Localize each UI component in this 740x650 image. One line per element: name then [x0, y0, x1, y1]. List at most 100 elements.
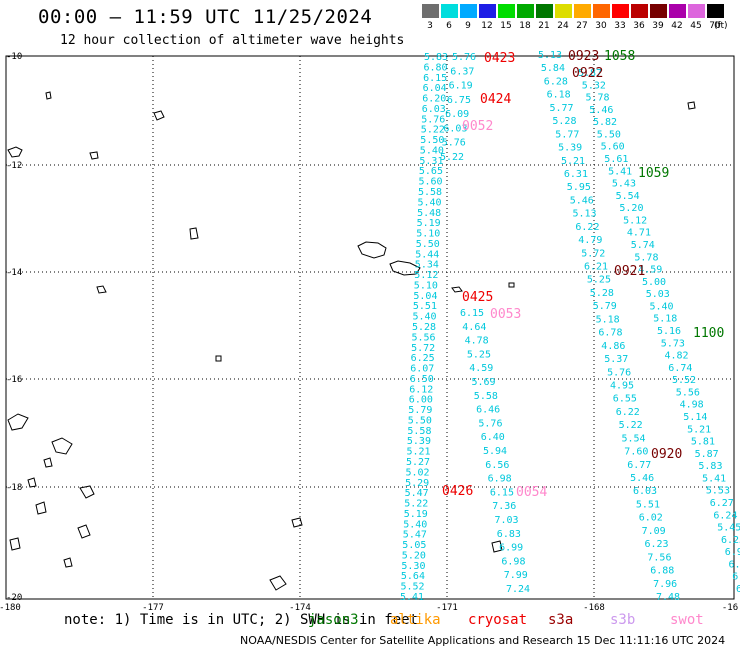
swh-value: 5.82 — [593, 117, 617, 128]
swh-value: 5.30 — [401, 561, 425, 572]
swh-value: 6.07 — [410, 364, 434, 375]
swh-value: 5.22 — [404, 499, 428, 510]
lat-label: -20 — [6, 593, 22, 603]
lat-label: -16 — [6, 375, 22, 385]
swh-value: 5.52 — [672, 375, 696, 386]
satellite-swot: swot — [670, 612, 704, 628]
swh-value: 4.95 — [610, 381, 634, 392]
legend-swatch — [688, 4, 705, 18]
pass-time-label: 0424 — [480, 92, 511, 107]
swh-value: 6.99 — [499, 543, 523, 554]
swh-value: 6.03 — [633, 486, 657, 497]
swh-value: 5.47 — [405, 488, 429, 499]
swh-value: 4.64 — [462, 322, 486, 333]
pass-time-label: 0054 — [516, 485, 547, 500]
swh-value: 6.58 — [732, 572, 740, 583]
island-fiji12 — [63, 557, 73, 568]
island-fiji6 — [77, 524, 91, 539]
swh-value: 6.15 — [460, 308, 484, 319]
swh-value: 5.76 — [452, 52, 476, 63]
island-n7 — [215, 355, 222, 362]
swh-value: 5.69 — [472, 377, 496, 388]
pass-time-label: 1059 — [638, 166, 669, 181]
swh-value: 5.41 — [702, 473, 726, 484]
swh-value: 7.24 — [506, 584, 530, 595]
swh-value: 5.72 — [411, 343, 435, 354]
swh-value: 5.04 — [413, 291, 437, 302]
swh-value: 6.03 — [422, 104, 446, 115]
swh-value: 6.91 — [725, 547, 740, 558]
lon-labels: -180 -177 -174 -171 -168 -16 — [0, 603, 738, 613]
swh-value: 5.87 — [578, 68, 602, 79]
lon-label: -174 — [289, 603, 311, 613]
satellite-altika: altika — [390, 612, 441, 628]
swh-value: 5.60 — [601, 142, 625, 153]
swh-value: 5.78 — [586, 93, 610, 104]
swh-value: 6.40 — [481, 432, 505, 443]
swh-value: 5.12 — [623, 215, 647, 226]
island-n4 — [7, 146, 23, 158]
swh-value: 5.56 — [412, 332, 436, 343]
legend-label: 18 — [519, 21, 531, 31]
swh-value: 7.09 — [642, 526, 666, 537]
swh-value: 5.76 — [478, 418, 502, 429]
swh-value: 6.27 — [736, 584, 740, 595]
satellite-jason3: jason3 — [308, 612, 359, 628]
swh-value: 5.73 — [661, 338, 685, 349]
swh-value: 7.99 — [504, 570, 528, 581]
legend-swatch — [498, 4, 515, 18]
swh-value: 5.28 — [412, 322, 436, 333]
legend-unit: (ft) — [714, 21, 728, 31]
island-tutuila — [451, 286, 463, 293]
swh-value: 5.43 — [612, 179, 636, 190]
swh-value: 5.83 — [698, 461, 722, 472]
swh-value: 5.05 — [402, 540, 426, 551]
swh-value: 7.60 — [624, 447, 648, 458]
coastlines — [7, 91, 696, 591]
swh-value: 5.78 — [634, 252, 658, 263]
swh-value: 6.56 — [485, 460, 509, 471]
swh-value: 5.54 — [622, 433, 646, 444]
legend-swatch — [631, 4, 648, 18]
swh-value: 5.87 — [695, 449, 719, 460]
swh-value: 6.12 — [409, 384, 433, 395]
swh-value: 6.98 — [488, 474, 512, 485]
swh-value: 6.09 — [445, 109, 469, 120]
swh-value: 5.21 — [561, 156, 585, 167]
swh-value: 5.31 — [419, 156, 443, 167]
swh-value: 5.61 — [604, 154, 628, 165]
satellite-cryosat: cryosat — [468, 612, 528, 628]
swh-value: 7.56 — [647, 552, 671, 563]
island-fiji2 — [51, 437, 73, 455]
swh-value: 5.39 — [407, 436, 431, 447]
swh-value: 5.50 — [420, 135, 444, 146]
satellite-s3a: s3a — [548, 612, 574, 628]
swh-value: 5.46 — [630, 473, 654, 484]
swh-value: 6.22 — [616, 407, 640, 418]
swh-value: 6.75 — [447, 95, 471, 106]
swh-value: 5.95 — [567, 182, 591, 193]
legend-swatch — [479, 4, 496, 18]
legend-label: 42 — [671, 21, 683, 31]
legend-swatch — [669, 4, 686, 18]
swh-value: 4.59 — [638, 265, 662, 276]
swh-value: 6.46 — [476, 405, 500, 416]
swh-value: 6.31 — [564, 169, 588, 180]
swh-value: 5.41 — [608, 166, 632, 177]
swh-value: 6.32 — [729, 559, 740, 570]
swh-value: 5.79 — [593, 301, 617, 312]
swh-value: 7.36 — [492, 501, 516, 512]
legend-label: 70 — [709, 21, 721, 31]
legend-label: 12 — [481, 21, 493, 31]
swh-value: 5.53 — [706, 486, 730, 497]
swh-value: 5.22 — [421, 125, 445, 136]
swh-value: 5.10 — [414, 281, 438, 292]
swh-value: 5.00 — [642, 277, 666, 288]
legend-swatch — [441, 4, 458, 18]
swh-value: 5.74 — [631, 240, 655, 251]
legend-swatch — [612, 4, 629, 18]
swh-value: 5.21 — [687, 424, 711, 435]
swh-value: 5.58 — [418, 187, 442, 198]
